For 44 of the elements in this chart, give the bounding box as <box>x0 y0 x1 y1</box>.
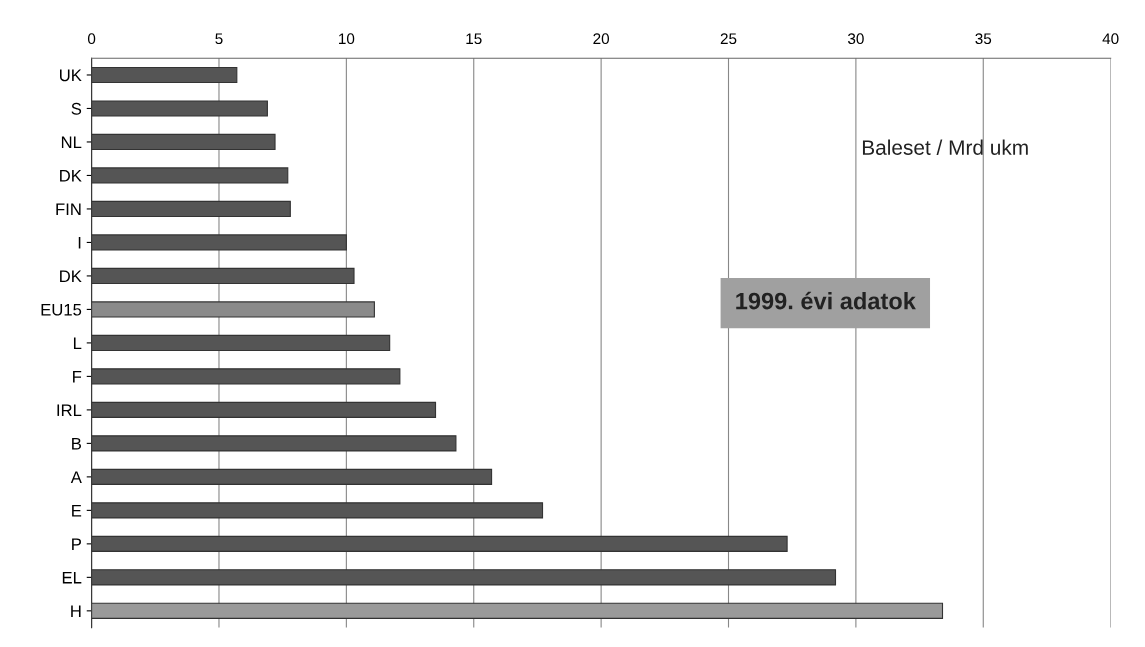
bar <box>91 602 944 619</box>
annotation: Baleset / Mrd ukm <box>862 139 1028 155</box>
x-tick-label: 25 <box>720 33 737 45</box>
y-tick-label: IRL <box>57 404 82 416</box>
bar <box>91 66 238 84</box>
y-tick-label: E <box>72 504 82 517</box>
bar <box>91 167 289 184</box>
bar <box>91 435 457 452</box>
x-tick-label: 15 <box>466 33 482 45</box>
bar <box>91 200 291 218</box>
bar <box>91 401 437 418</box>
x-tick-label: 10 <box>339 33 355 45</box>
y-tick-label: UK <box>60 69 82 82</box>
x-tick-label: 0 <box>87 33 96 45</box>
annotation: 1999. évi adatok <box>736 291 916 310</box>
y-tick-label: L <box>73 337 82 349</box>
bar <box>91 334 391 352</box>
x-tick-label: 35 <box>975 33 992 45</box>
y-tick-label: P <box>72 538 81 550</box>
y-tick-label: DK <box>60 270 82 282</box>
y-tick-label: EU15 <box>41 303 82 316</box>
y-tick-label: H <box>71 605 81 617</box>
bar <box>91 569 837 586</box>
bar <box>91 234 347 251</box>
y-tick-label: S <box>71 102 82 115</box>
x-tick-label: 30 <box>847 33 864 45</box>
y-tick-label: FIN <box>56 203 81 215</box>
y-tick-label: NL <box>61 136 82 148</box>
bar <box>91 502 544 519</box>
x-tick-label: 5 <box>215 33 223 45</box>
y-tick-label: I <box>78 237 81 249</box>
bar <box>91 100 268 117</box>
x-tick-label: 20 <box>593 33 610 45</box>
y-tick-label: A <box>70 471 82 483</box>
bar <box>91 535 788 552</box>
bar <box>91 368 401 385</box>
bar <box>91 267 355 285</box>
y-tick-label: B <box>72 437 81 450</box>
y-tick-label: DK <box>60 170 82 182</box>
bar <box>91 468 493 485</box>
y-tick-label: EL <box>62 571 82 584</box>
bar <box>91 133 276 151</box>
x-tick-label: 40 <box>1102 33 1119 45</box>
y-tick-label: F <box>73 370 82 383</box>
